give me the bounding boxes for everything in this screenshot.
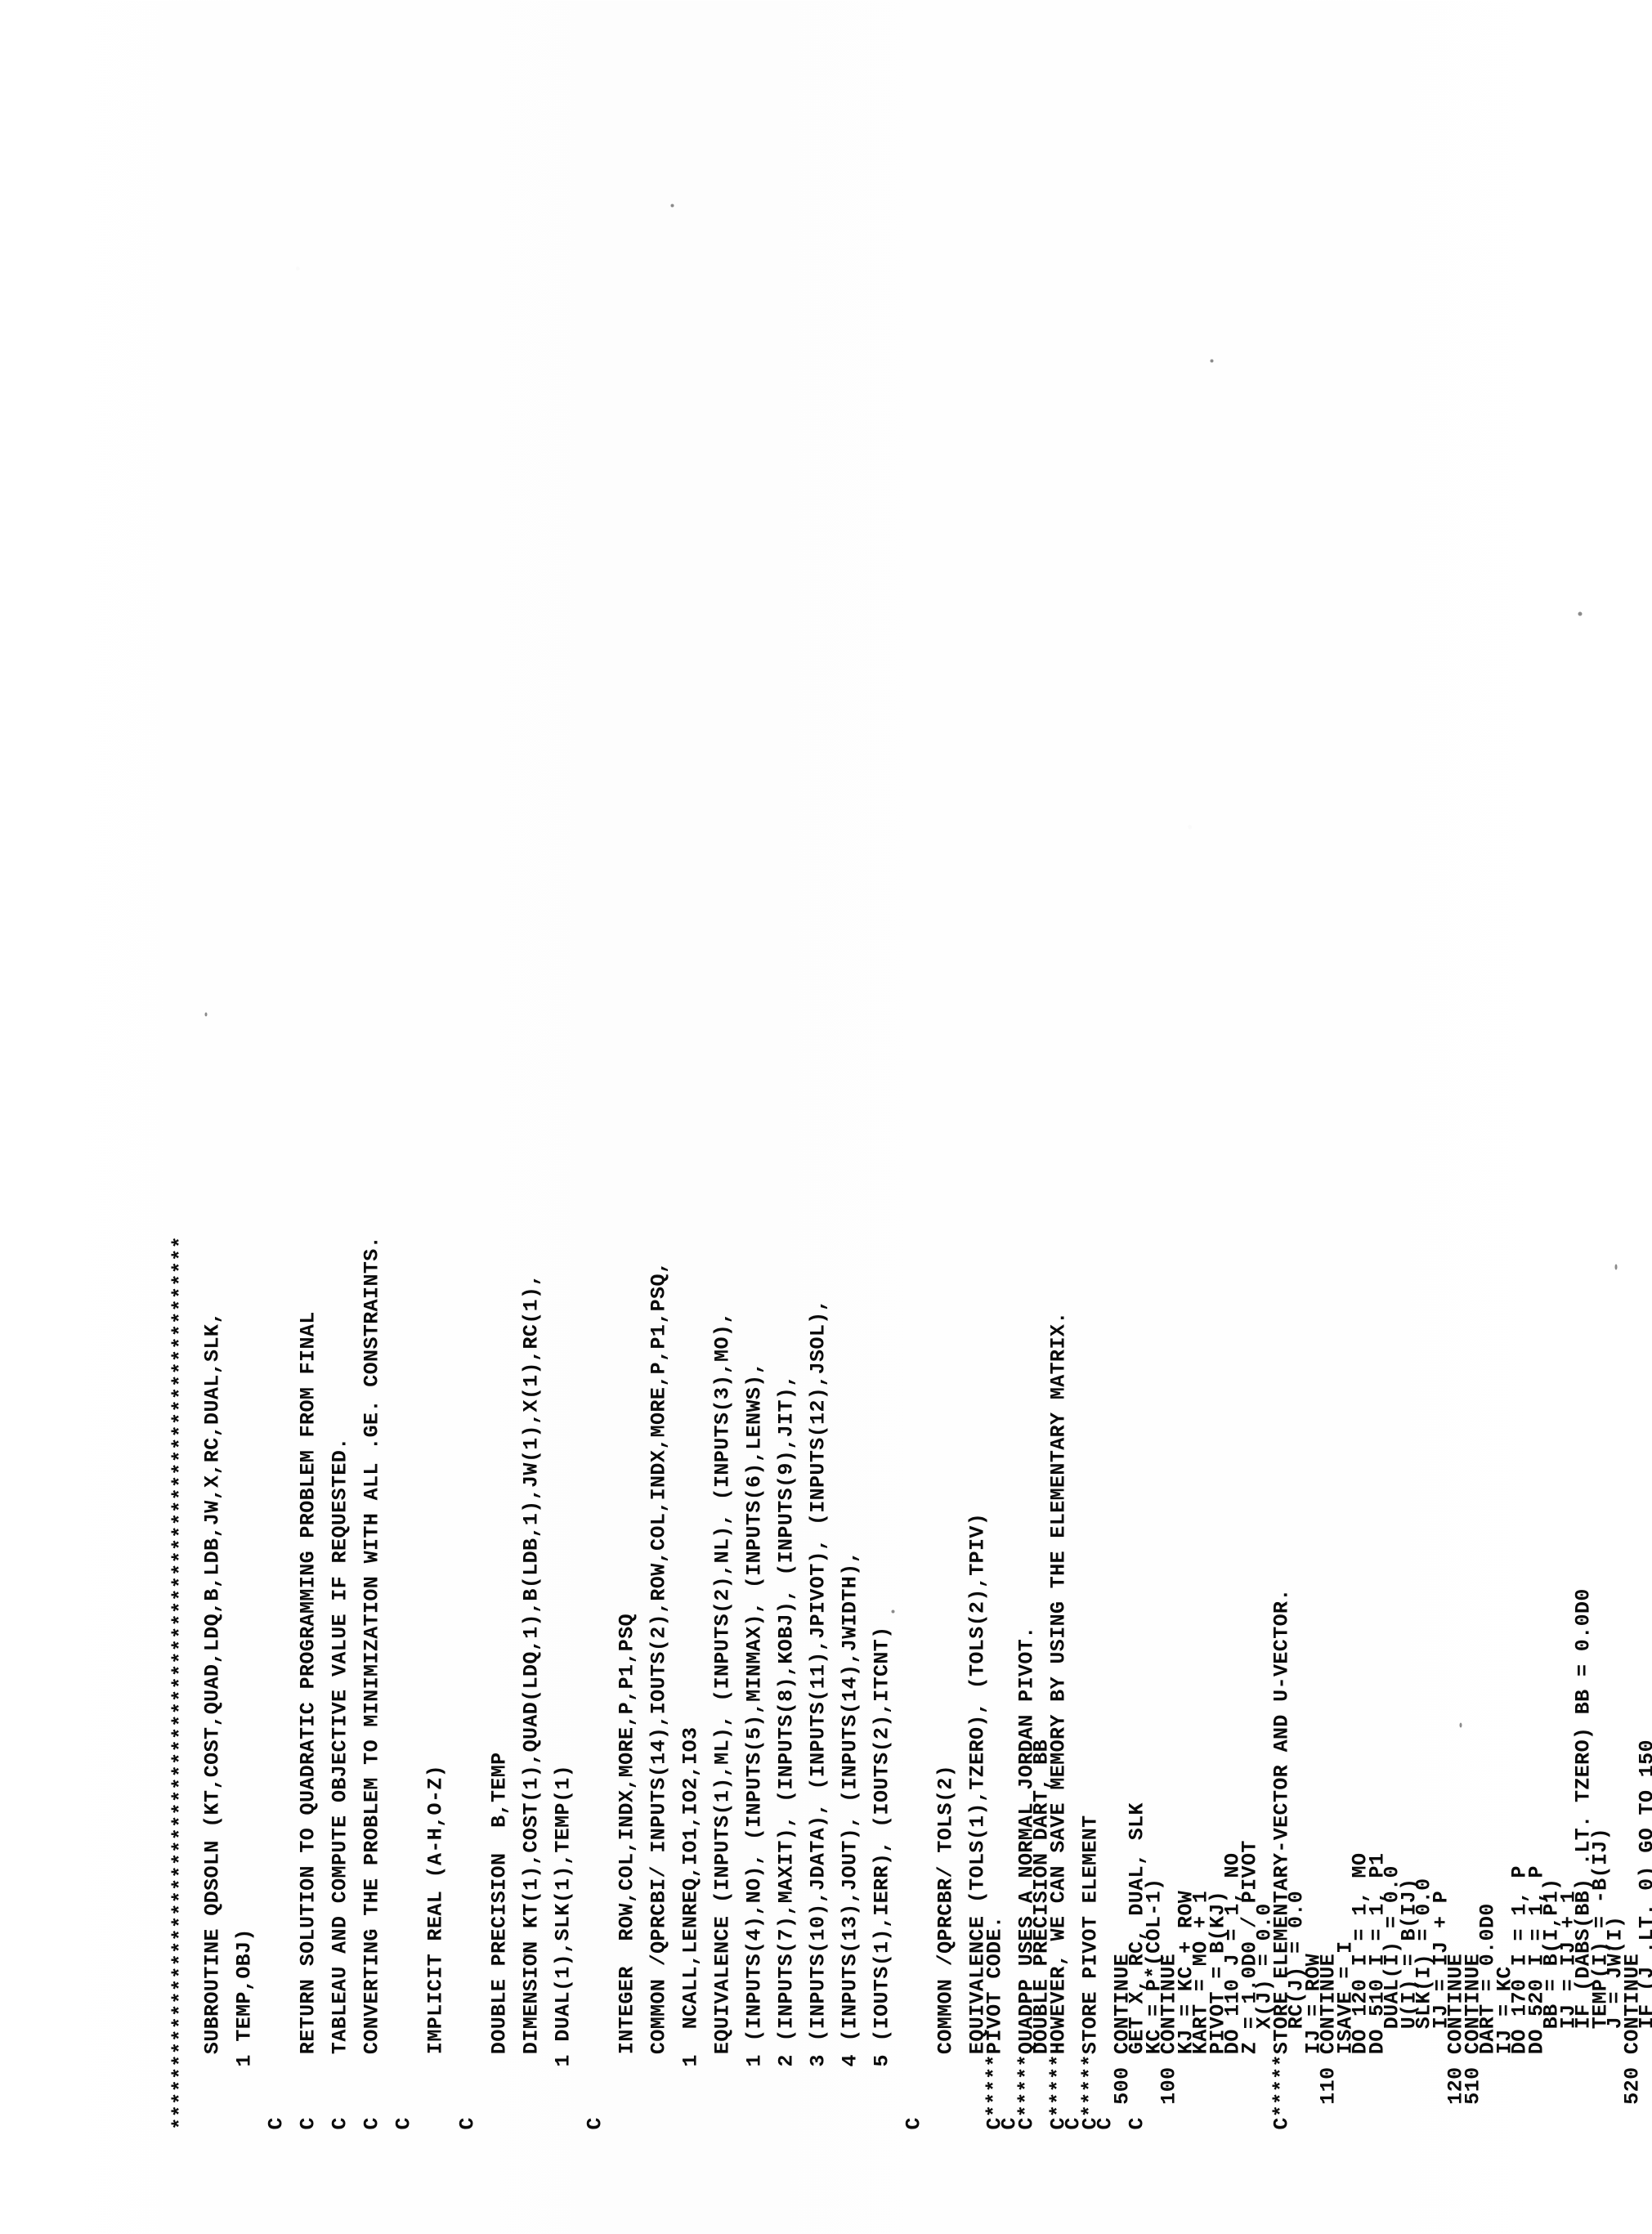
- scanned-page: ****************************************…: [0, 0, 1652, 2234]
- scan-speck: [1578, 611, 1582, 616]
- scan-speck: [1210, 359, 1213, 362]
- scan-speck: [891, 1609, 894, 1613]
- scan-speck: [1459, 1722, 1462, 1727]
- scan-speck: [1614, 1264, 1617, 1269]
- fortran-listing-pivot-code-block: C*****PIVOT CODE. C*****QUADPP USES A NO…: [978, 1311, 1652, 2129]
- scan-speck: [204, 1012, 207, 1016]
- scan-speck: [523, 1953, 526, 1956]
- scan-speck: [670, 204, 674, 207]
